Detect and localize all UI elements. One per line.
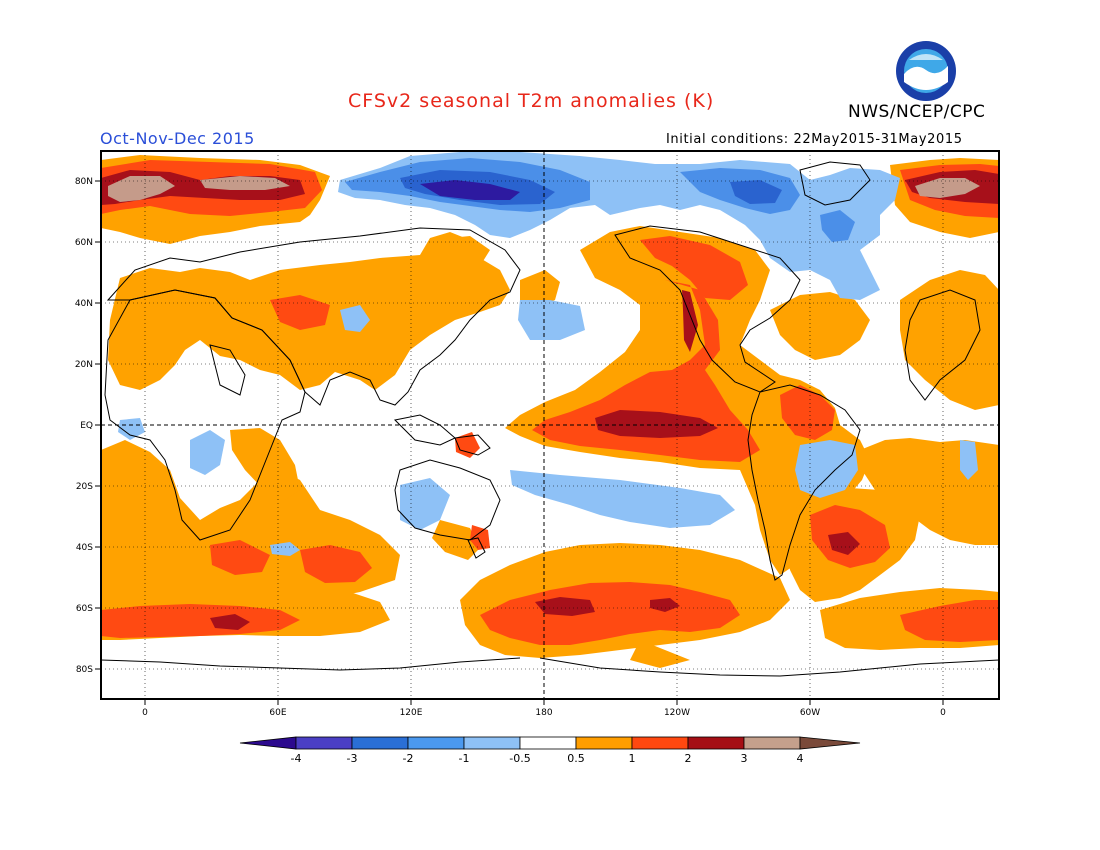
- latitude-label: 80N: [75, 177, 93, 187]
- colorbar-label: 1: [629, 752, 636, 765]
- longitude-label: 120E: [400, 708, 423, 718]
- cool-anomaly-layer-4: [420, 180, 520, 200]
- colorbar-label: 0.5: [567, 752, 585, 765]
- colorbar-lower-arrow: [239, 736, 297, 750]
- warm-anomaly-layer-2: [101, 160, 999, 645]
- colorbar-label: -1: [459, 752, 470, 765]
- latitude-label: EQ: [80, 421, 93, 431]
- latitude-label: 40S: [76, 543, 93, 553]
- graticule: [101, 151, 999, 699]
- colorbar-label: -0.5: [509, 752, 530, 765]
- latitude-label: 40N: [75, 299, 93, 309]
- latitude-label: 60N: [75, 238, 93, 248]
- colorbar-swatch: [463, 736, 521, 750]
- latitude-label: 60S: [76, 604, 93, 614]
- latitude-labels: 80N 60N 40N 20N EQ 20S 40S 60S 80S: [75, 177, 101, 675]
- colorbar-label: -2: [403, 752, 414, 765]
- colorbar-swatch: [631, 736, 689, 750]
- colorbar-swatch: [743, 736, 801, 750]
- latitude-label: 20N: [75, 360, 93, 370]
- longitude-label: 180: [535, 708, 552, 718]
- forecast-period: Oct-Nov-Dec 2015: [100, 129, 255, 148]
- latitude-label: 20S: [76, 482, 93, 492]
- colorbar-swatch: [295, 736, 353, 750]
- colorbar-swatch: [519, 736, 577, 750]
- colorbar-label: 2: [685, 752, 692, 765]
- colorbar: -4 -3 -2 -1 -0.5 0.5 1 2 3 4: [239, 736, 861, 765]
- latitude-label: 80S: [76, 665, 93, 675]
- longitude-label: 60E: [269, 708, 286, 718]
- noaa-logo: [896, 41, 956, 101]
- warm-anomaly-layer-4: [108, 176, 980, 202]
- initial-conditions-label: Initial conditions: 22May2015-31May2015: [666, 132, 963, 147]
- organization-label: NWS/NCEP/CPC: [848, 102, 986, 122]
- colorbar-label: -4: [291, 752, 302, 765]
- longitude-label: 0: [940, 708, 946, 718]
- colorbar-upper-arrow: [799, 736, 861, 750]
- colorbar-swatch: [407, 736, 465, 750]
- colorbar-swatch: [575, 736, 633, 750]
- longitude-label: 0: [142, 708, 148, 718]
- chart-title: CFSv2 seasonal T2m anomalies (K): [348, 90, 715, 112]
- longitude-label: 60W: [800, 708, 820, 718]
- longitude-label: 120W: [664, 708, 690, 718]
- colorbar-swatch: [687, 736, 745, 750]
- colorbar-label: 3: [741, 752, 748, 765]
- colorbar-swatch: [351, 736, 409, 750]
- colorbar-label: 4: [797, 752, 804, 765]
- colorbar-label: -3: [347, 752, 358, 765]
- longitude-labels: 0 60E 120E 180 120W 60W 0: [142, 699, 946, 718]
